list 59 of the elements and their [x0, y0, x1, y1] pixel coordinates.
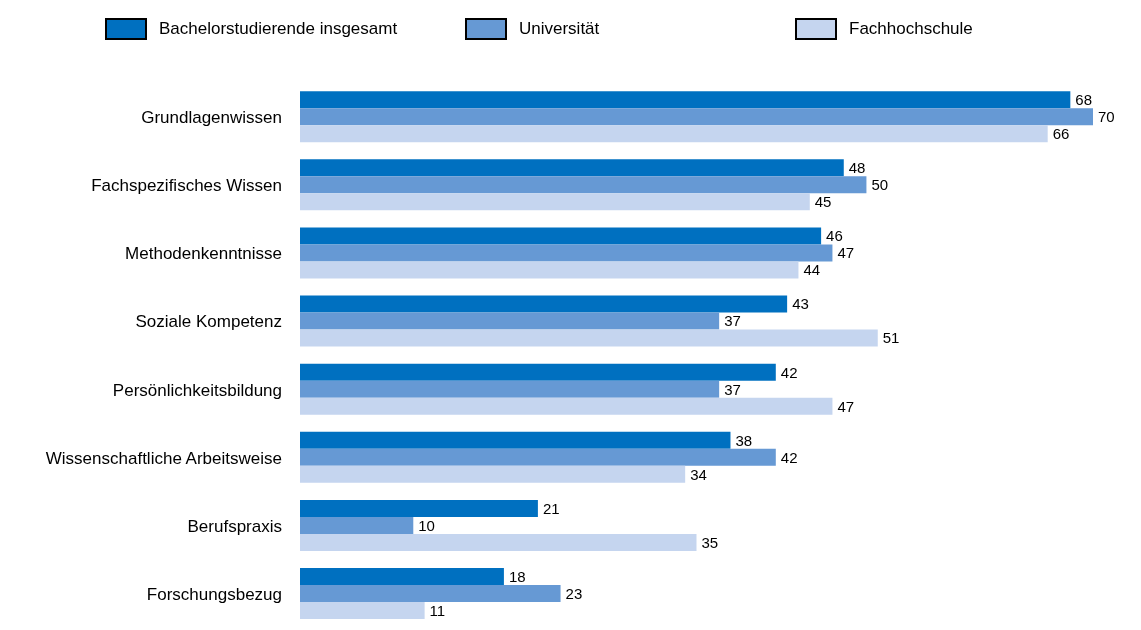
data-label: 38	[735, 431, 753, 449]
y-tick-label: Berufspraxis	[187, 516, 282, 536]
bar	[300, 380, 720, 398]
bar	[300, 91, 1071, 109]
bar	[300, 159, 844, 177]
data-label: 43	[792, 295, 809, 313]
bar	[300, 312, 720, 330]
data-label: 51	[882, 329, 900, 347]
bar	[300, 261, 799, 279]
y-tick-label: Forschungsbezug	[146, 584, 282, 604]
data-label: 68	[1075, 91, 1093, 108]
bar	[300, 585, 561, 603]
data-label: 46	[826, 227, 843, 245]
data-label: 48	[848, 159, 866, 177]
bar	[300, 397, 833, 415]
bar	[300, 193, 810, 211]
bar	[300, 431, 731, 449]
bar	[300, 295, 788, 313]
data-label: 10	[418, 516, 435, 534]
data-label: 42	[780, 363, 798, 381]
bar	[300, 108, 1093, 126]
bar	[300, 568, 504, 586]
legend-label: Universität	[519, 19, 600, 39]
data-label: 47	[837, 397, 855, 415]
y-tick-label: Methodenkenntnisse	[125, 244, 282, 264]
bar	[300, 465, 686, 483]
bar	[300, 602, 425, 620]
data-label: 37	[724, 312, 741, 330]
data-label: 23	[565, 584, 583, 602]
bar	[300, 125, 1048, 143]
y-tick-label: Soziale Kompetenz	[135, 312, 282, 332]
bar	[300, 176, 867, 194]
data-label: 50	[871, 176, 889, 194]
data-label: 18	[508, 567, 526, 585]
bar	[300, 448, 776, 466]
data-label: 45	[814, 193, 832, 211]
data-label: 44	[803, 261, 821, 279]
data-label: 66	[1052, 125, 1070, 142]
legend-label: Fachhochschule	[849, 19, 973, 39]
data-label: 35	[701, 533, 719, 551]
data-label: 42	[780, 448, 798, 466]
data-label: 21	[542, 499, 560, 517]
bar	[300, 516, 414, 534]
bar	[300, 533, 697, 551]
bar	[300, 363, 776, 381]
y-tick-label: Grundlagenwissen	[141, 108, 282, 128]
data-label: 70	[1098, 108, 1115, 125]
data-label: 47	[837, 244, 855, 262]
data-label: 37	[724, 380, 741, 398]
y-tick-label: Fachspezifisches Wissen	[91, 176, 282, 196]
bar	[300, 244, 833, 262]
bar	[300, 227, 822, 245]
data-label: 11	[429, 601, 446, 619]
data-label: 34	[690, 465, 707, 483]
y-tick-label: Persönlichkeitsbildung	[112, 380, 282, 400]
bar	[300, 329, 878, 347]
bar	[300, 499, 538, 517]
legend-label: Bachelorstudierende insgesamt	[159, 19, 398, 39]
y-tick-label: Wissenschaftliche Arbeitsweise	[45, 448, 282, 468]
